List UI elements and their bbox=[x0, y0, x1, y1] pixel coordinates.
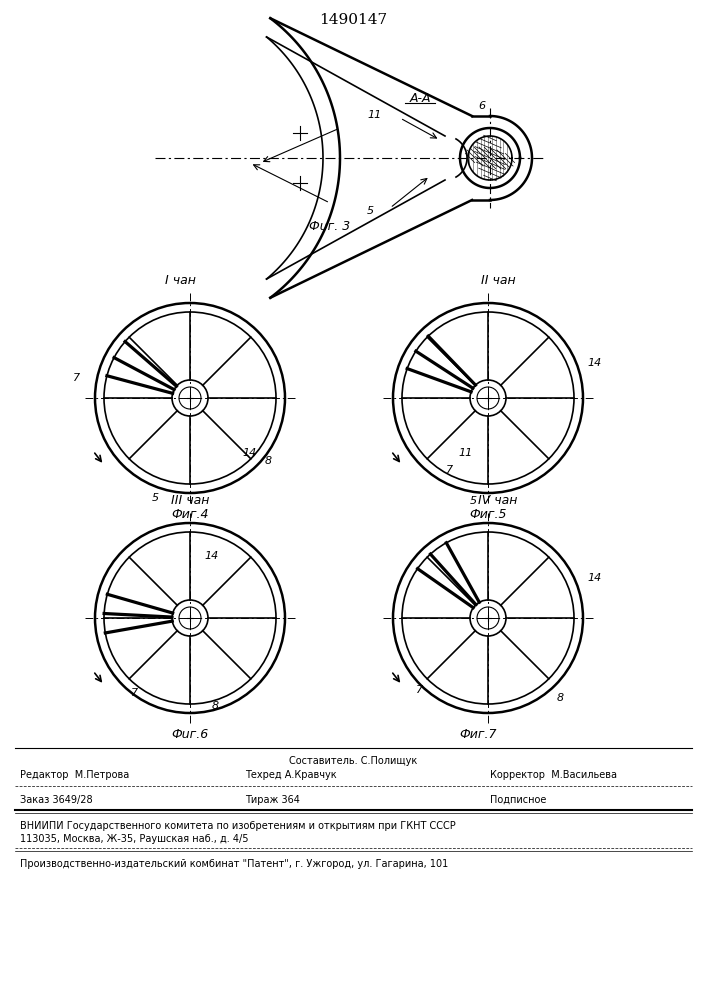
Text: 7: 7 bbox=[446, 465, 454, 475]
Text: 14: 14 bbox=[588, 573, 602, 583]
Text: 7: 7 bbox=[416, 685, 423, 695]
Text: 11: 11 bbox=[459, 448, 473, 458]
Text: Фuг.6: Фuг.6 bbox=[171, 728, 209, 742]
Text: Производственно-издательский комбинат "Патент", г. Ужгород, ул. Гагарина, 101: Производственно-издательский комбинат "П… bbox=[20, 859, 448, 869]
Text: 14: 14 bbox=[205, 551, 219, 561]
Text: 7: 7 bbox=[132, 688, 139, 698]
Text: 8: 8 bbox=[264, 456, 271, 466]
Text: Фиг.4: Фиг.4 bbox=[171, 508, 209, 522]
Text: 6: 6 bbox=[479, 101, 486, 111]
Text: Подписное: Подписное bbox=[490, 795, 547, 805]
Text: А-А: А-А bbox=[409, 92, 431, 104]
Text: Корректор  М.Васильева: Корректор М.Васильева bbox=[490, 770, 617, 780]
Text: 14: 14 bbox=[588, 358, 602, 368]
Text: 7: 7 bbox=[74, 373, 81, 383]
Text: 8: 8 bbox=[211, 701, 218, 711]
Text: 14: 14 bbox=[243, 448, 257, 458]
Text: 11: 11 bbox=[368, 110, 382, 120]
Text: 5: 5 bbox=[151, 493, 158, 503]
Text: 8: 8 bbox=[556, 693, 563, 703]
Text: Составитель. С.Полищук: Составитель. С.Полищук bbox=[289, 756, 417, 766]
Text: III чан: III чан bbox=[171, 494, 209, 508]
Text: Фиг.5: Фиг.5 bbox=[469, 508, 507, 522]
Text: IV чан: IV чан bbox=[479, 494, 518, 508]
Text: Тираж 364: Тираж 364 bbox=[245, 795, 300, 805]
Text: 113035, Москва, Ж-35, Раушская наб., д. 4/5: 113035, Москва, Ж-35, Раушская наб., д. … bbox=[20, 834, 248, 844]
Text: Заказ 3649/28: Заказ 3649/28 bbox=[20, 795, 93, 805]
Text: 5: 5 bbox=[366, 206, 373, 216]
Text: 1490147: 1490147 bbox=[319, 13, 387, 27]
Text: I чан: I чан bbox=[165, 274, 195, 288]
Text: 5: 5 bbox=[469, 496, 477, 506]
Text: ВНИИПИ Государственного комитета по изобретениям и открытиям при ГКНТ СССР: ВНИИПИ Государственного комитета по изоб… bbox=[20, 821, 456, 831]
Text: II чан: II чан bbox=[481, 274, 515, 288]
Text: Редактор  М.Петрова: Редактор М.Петрова bbox=[20, 770, 129, 780]
Text: Техред А.Кравчук: Техред А.Кравчук bbox=[245, 770, 337, 780]
Text: Фиг.7: Фиг.7 bbox=[460, 728, 497, 742]
Text: Фuг. 3: Фuг. 3 bbox=[310, 220, 351, 233]
